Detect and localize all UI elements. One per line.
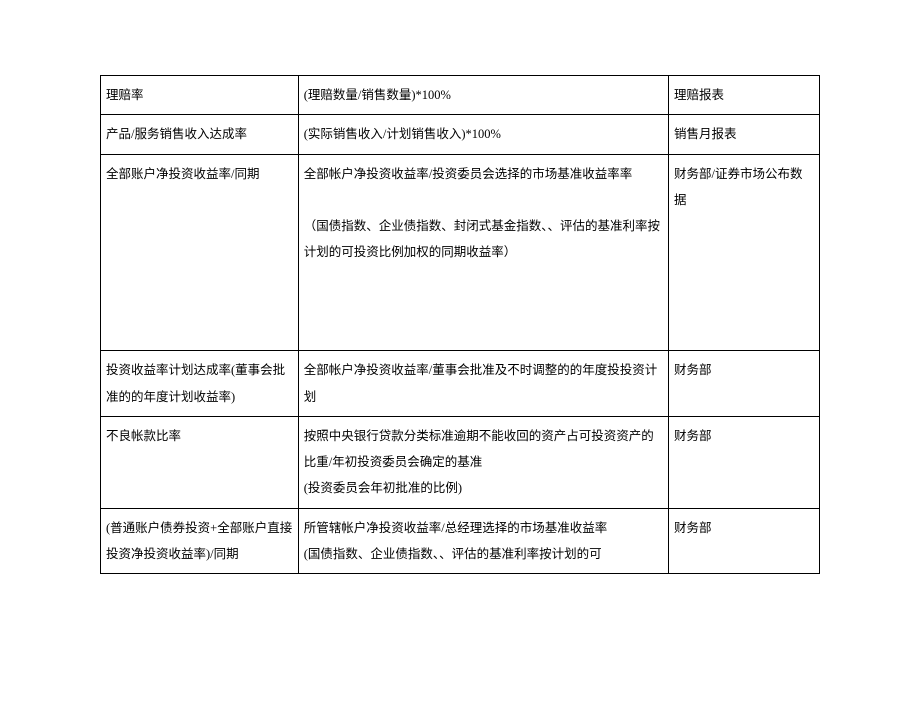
cell-formula: (理赔数量/销售数量)*100% <box>298 76 668 115</box>
cell-indicator: (普通账户债券投资+全部账户直接投资净投资收益率)/同期 <box>101 508 299 574</box>
cell-indicator: 不良帐款比率 <box>101 416 299 508</box>
table-row: 产品/服务销售收入达成率 (实际销售收入/计划销售收入)*100% 销售月报表 <box>101 115 820 154</box>
cell-source: 财务部/证券市场公布数据 <box>669 154 820 351</box>
table-body: 理赔率 (理赔数量/销售数量)*100% 理赔报表 产品/服务销售收入达成率 (… <box>101 76 820 574</box>
cell-formula: (实际销售收入/计划销售收入)*100% <box>298 115 668 154</box>
cell-source: 理赔报表 <box>669 76 820 115</box>
cell-source: 财务部 <box>669 351 820 417</box>
table-row: 理赔率 (理赔数量/销售数量)*100% 理赔报表 <box>101 76 820 115</box>
cell-formula: 按照中央银行贷款分类标准逾期不能收回的资产占可投资资产的比重/年初投资委员会确定… <box>298 416 668 508</box>
cell-source: 财务部 <box>669 416 820 508</box>
cell-indicator: 理赔率 <box>101 76 299 115</box>
cell-indicator: 产品/服务销售收入达成率 <box>101 115 299 154</box>
table-row: 全部账户净投资收益率/同期 全部帐户净投资收益率/投资委员会选择的市场基准收益率… <box>101 154 820 351</box>
cell-source: 销售月报表 <box>669 115 820 154</box>
table-row: 投资收益率计划达成率(董事会批准的的年度计划收益率) 全部帐户净投资收益率/董事… <box>101 351 820 417</box>
table-row: 不良帐款比率 按照中央银行贷款分类标准逾期不能收回的资产占可投资资产的比重/年初… <box>101 416 820 508</box>
cell-indicator: 全部账户净投资收益率/同期 <box>101 154 299 351</box>
cell-indicator: 投资收益率计划达成率(董事会批准的的年度计划收益率) <box>101 351 299 417</box>
cell-source: 财务部 <box>669 508 820 574</box>
cell-formula: 全部帐户净投资收益率/董事会批准及不时调整的的年度投投资计划 <box>298 351 668 417</box>
indicators-table: 理赔率 (理赔数量/销售数量)*100% 理赔报表 产品/服务销售收入达成率 (… <box>100 75 820 574</box>
table-row: (普通账户债券投资+全部账户直接投资净投资收益率)/同期 所管辖帐户净投资收益率… <box>101 508 820 574</box>
cell-formula: 所管辖帐户净投资收益率/总经理选择的市场基准收益率(国债指数、企业债指数、、评估… <box>298 508 668 574</box>
cell-formula: 全部帐户净投资收益率/投资委员会选择的市场基准收益率率 （国债指数、企业债指数、… <box>298 154 668 351</box>
